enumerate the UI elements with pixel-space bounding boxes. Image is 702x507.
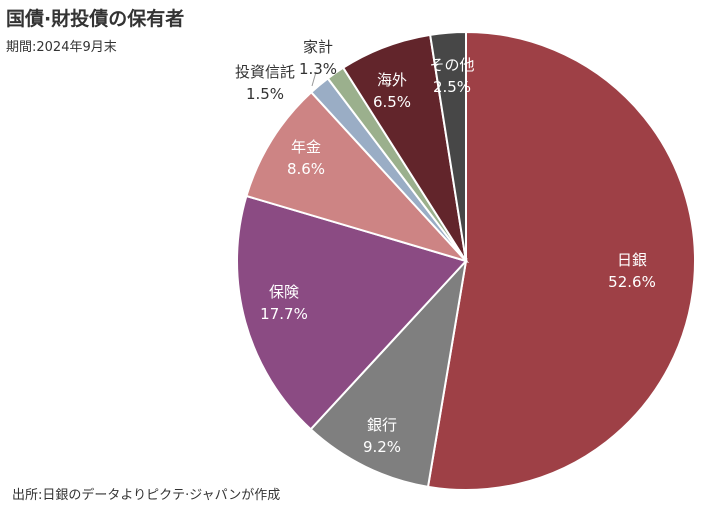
pie-slice-3 <box>245 90 470 263</box>
chart-subtitle: 期間:2024年9月末 <box>6 40 117 55</box>
slice-name-label: その他 <box>429 56 474 74</box>
slice-name-label: 家計 <box>303 38 333 56</box>
slice-value-label: 17.7% <box>260 305 308 323</box>
slice-value-label: 1.5% <box>246 85 284 103</box>
pie-slice-2 <box>236 194 468 431</box>
leader-line <box>311 71 317 87</box>
slice-name-label: 銀行 <box>367 416 397 434</box>
slice-value-label: 2.5% <box>433 78 471 96</box>
slice-value-label: 52.6% <box>608 273 656 291</box>
slice-name-label: 投資信託 <box>235 63 295 81</box>
chart-source: 出所:日銀のデータよりピクテ·ジャパンが作成 <box>12 488 281 503</box>
slice-value-label: 9.2% <box>363 438 401 456</box>
slice-value-label: 8.6% <box>287 160 325 178</box>
pie-slice-7 <box>428 30 467 262</box>
slice-value-label: 1.3% <box>299 60 337 78</box>
slice-name-label: 日銀 <box>617 251 647 269</box>
slice-name-label: 海外 <box>377 71 407 89</box>
pie-slice-0 <box>426 30 696 491</box>
slice-name-label: 年金 <box>291 138 321 156</box>
chart-title: 国債·財投債の保有者 <box>6 8 185 30</box>
slice-value-label: 6.5% <box>373 93 411 111</box>
pie-slice-1 <box>309 257 468 488</box>
slice-name-label: 保険 <box>269 283 299 301</box>
